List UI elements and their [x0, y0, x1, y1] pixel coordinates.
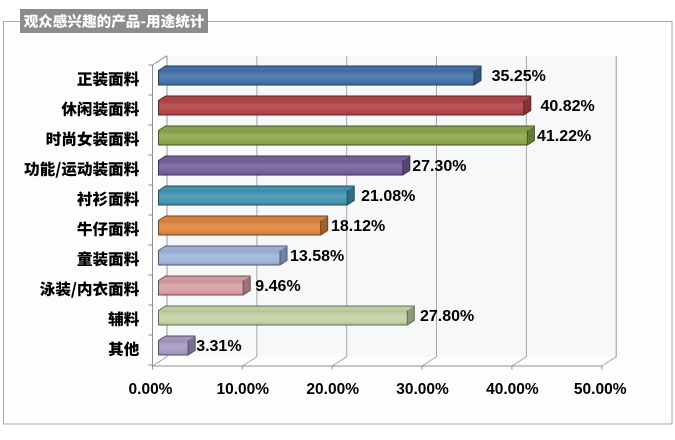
- svg-text:30.00%: 30.00%: [396, 381, 449, 398]
- svg-text:10.00%: 10.00%: [217, 381, 270, 398]
- svg-text:27.80%: 27.80%: [420, 308, 474, 325]
- svg-text:20.00%: 20.00%: [306, 381, 359, 398]
- svg-text:27.30%: 27.30%: [412, 158, 466, 175]
- svg-text:50.00%: 50.00%: [574, 381, 627, 398]
- svg-text:40.00%: 40.00%: [486, 381, 539, 398]
- svg-text:35.25%: 35.25%: [492, 68, 546, 85]
- svg-text:40.82%: 40.82%: [541, 98, 595, 115]
- svg-text:21.08%: 21.08%: [361, 188, 415, 205]
- svg-text:41.22%: 41.22%: [537, 128, 591, 145]
- svg-text:18.12%: 18.12%: [331, 218, 385, 235]
- svg-text:3.31%: 3.31%: [196, 338, 241, 355]
- svg-text:13.58%: 13.58%: [290, 248, 344, 265]
- svg-text:0.00%: 0.00%: [129, 381, 173, 398]
- svg-text:9.46%: 9.46%: [255, 278, 300, 295]
